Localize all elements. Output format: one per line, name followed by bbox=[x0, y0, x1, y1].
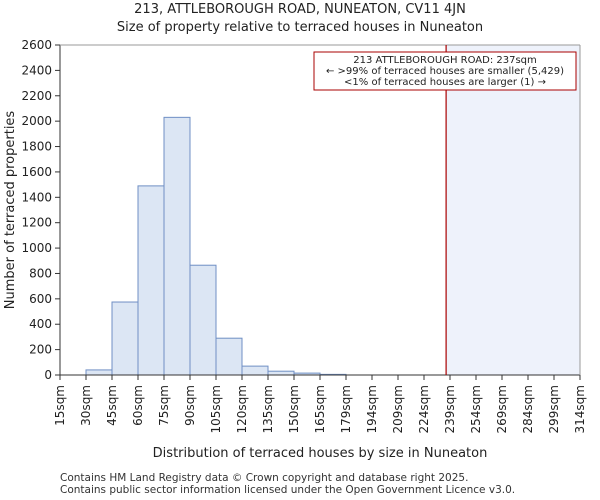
x-tick-label: 45sqm bbox=[105, 385, 119, 426]
y-tick-label: 1200 bbox=[21, 216, 52, 230]
x-tick-label: 254sqm bbox=[469, 385, 483, 433]
x-tick-label: 150sqm bbox=[287, 385, 301, 433]
y-tick-label: 400 bbox=[29, 317, 52, 331]
x-tick-label: 269sqm bbox=[495, 385, 509, 433]
x-tick-label: 90sqm bbox=[183, 385, 197, 426]
x-tick-label: 135sqm bbox=[261, 385, 275, 433]
x-tick-label: 284sqm bbox=[521, 385, 535, 433]
x-tick-label: 299sqm bbox=[547, 385, 561, 433]
annotation-line-3: <1% of terraced houses are larger (1) → bbox=[344, 77, 546, 88]
x-tick-label: 30sqm bbox=[79, 385, 93, 426]
y-tick-label: 1800 bbox=[21, 140, 52, 154]
x-tick-label: 179sqm bbox=[339, 385, 353, 433]
x-tick-label: 120sqm bbox=[235, 385, 249, 433]
x-tick-label: 75sqm bbox=[157, 385, 171, 426]
y-axis-title: Number of terraced properties bbox=[3, 111, 18, 310]
y-tick-label: 0 bbox=[44, 368, 52, 382]
y-tick-label: 1600 bbox=[21, 165, 52, 179]
annotation-box bbox=[313, 51, 577, 91]
x-tick-label: 165sqm bbox=[313, 385, 327, 433]
x-tick-label: 224sqm bbox=[417, 385, 431, 433]
footer-line-1: Contains HM Land Registry data © Crown c… bbox=[60, 472, 469, 484]
histogram-bar bbox=[241, 365, 269, 376]
histogram-bar bbox=[215, 337, 243, 376]
histogram-bar bbox=[163, 116, 191, 376]
y-tick-label: 2400 bbox=[21, 63, 52, 77]
highlight-region bbox=[446, 45, 580, 375]
y-tick-label: 2600 bbox=[21, 38, 52, 52]
footer-line-2: Contains public sector information licen… bbox=[60, 484, 516, 496]
y-tick-label: 600 bbox=[29, 292, 52, 306]
y-tick-label: 1000 bbox=[21, 241, 52, 255]
y-tick-label: 800 bbox=[29, 266, 52, 280]
x-tick-label: 60sqm bbox=[131, 385, 145, 426]
x-tick-label: 314sqm bbox=[573, 385, 587, 433]
x-tick-label: 194sqm bbox=[365, 385, 379, 433]
histogram-bar bbox=[111, 301, 139, 376]
x-tick-label: 105sqm bbox=[209, 385, 223, 433]
annotation-line-1: 213 ATTLEBOROUGH ROAD: 237sqm bbox=[353, 55, 537, 66]
y-tick-label: 200 bbox=[29, 343, 52, 357]
x-tick-label: 15sqm bbox=[53, 385, 67, 426]
x-tick-label: 209sqm bbox=[391, 385, 405, 433]
histogram-bar bbox=[85, 369, 113, 376]
histogram-bar bbox=[267, 370, 295, 376]
y-tick-label: 2000 bbox=[21, 114, 52, 128]
histogram-bar bbox=[189, 264, 217, 376]
annotation-line-2: ← >99% of terraced houses are smaller (5… bbox=[326, 66, 564, 77]
y-tick-label: 2200 bbox=[21, 89, 52, 103]
y-tick-label: 1400 bbox=[21, 190, 52, 204]
chart-title: 213, ATTLEBOROUGH ROAD, NUNEATON, CV11 4… bbox=[134, 2, 466, 17]
chart-subtitle: Size of property relative to terraced ho… bbox=[116, 20, 484, 35]
x-axis-title: Distribution of terraced houses by size … bbox=[153, 446, 488, 461]
histogram-bar bbox=[137, 185, 165, 376]
x-tick-label: 239sqm bbox=[443, 385, 457, 433]
